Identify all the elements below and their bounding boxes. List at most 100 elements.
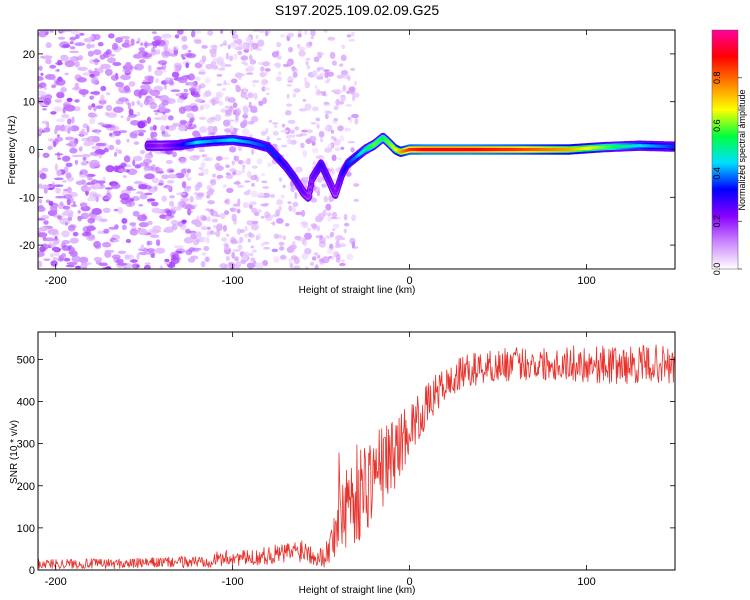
- spectrogram-noise-cell: [71, 116, 75, 124]
- spectrogram-noise-cell: [228, 146, 237, 153]
- spectrogram-noise-cell: [246, 158, 251, 165]
- spectrogram-noise-cell: [260, 215, 265, 219]
- spectrogram-noise-cell: [353, 183, 360, 187]
- spectrogram-noise-cell: [155, 78, 159, 83]
- spectrogram-noise-cell: [292, 241, 296, 245]
- spectrogram-noise-cell: [340, 94, 346, 102]
- spectrogram-noise-cell: [236, 228, 241, 235]
- spectrogram-noise-cell: [138, 162, 149, 167]
- spectrogram-ridge-core: [337, 182, 341, 186]
- spectrogram-noise-cell: [87, 50, 94, 57]
- spectrogram-noise-cell: [304, 103, 312, 111]
- spectrogram-noise-cell: [125, 70, 132, 74]
- spectrogram-noise-cell: [120, 162, 127, 168]
- spectrogram-noise-cell: [128, 108, 134, 116]
- spectrogram-noise-cell: [149, 234, 160, 238]
- spectrogram-noise-cell: [316, 67, 321, 72]
- spectrogram-noise-cell: [335, 98, 341, 106]
- spectrogram-ridge-core: [308, 188, 312, 192]
- spectrogram-noise-cell: [251, 220, 259, 225]
- snr-y-tick-label: 300: [17, 439, 35, 451]
- spectrogram-noise-cell: [115, 81, 125, 88]
- spectrogram-noise-cell: [325, 203, 332, 211]
- spectrogram-noise-cell: [327, 36, 336, 41]
- spectrogram-noise-cell: [123, 85, 130, 93]
- spectrogram-noise-cell: [249, 59, 257, 65]
- spectrogram-noise-cell: [49, 64, 57, 69]
- spectrogram-noise-cell: [69, 41, 75, 45]
- spectrogram-noise-cell: [231, 251, 236, 259]
- spectrogram-noise-cell: [151, 201, 159, 207]
- spectrogram-noise-cell: [167, 174, 178, 179]
- spectrogram-noise-cell: [194, 39, 202, 45]
- spectrogram-noise-cell: [292, 201, 299, 208]
- spectrogram-noise-cell: [234, 72, 243, 79]
- spectrogram-noise-cell: [285, 103, 293, 107]
- spectrogram-noise-cell: [69, 36, 77, 41]
- spectrogram-y-tick-label: -20: [19, 240, 35, 252]
- spectrogram-noise-cell: [272, 122, 279, 125]
- spectrogram-noise-cell: [57, 36, 66, 40]
- spectrogram-noise-cell: [64, 60, 75, 68]
- spectrogram-noise-cell: [333, 105, 339, 111]
- spectrogram-noise-cell: [237, 198, 241, 206]
- spectrogram-noise-cell: [242, 251, 250, 258]
- spectrogram-noise-cell: [169, 195, 175, 199]
- spectrogram-noise-cell: [77, 216, 83, 222]
- spectrogram-noise-cell: [328, 169, 336, 176]
- spectrogram-noise-cell: [260, 173, 266, 176]
- spectrogram-noise-cell: [149, 102, 158, 110]
- spectrogram-noise-cell: [50, 74, 56, 81]
- spectrogram-noise-cell: [89, 159, 100, 167]
- spectrogram-noise-cell: [49, 253, 55, 258]
- spectrogram-noise-cell: [298, 108, 307, 112]
- spectrogram-x-tick-label: -200: [45, 275, 67, 287]
- spectrogram-noise-cell: [297, 44, 301, 48]
- colorbar-label: Normalized spectral amplitude: [737, 89, 747, 210]
- spectrogram-y-tick-label: 10: [23, 97, 35, 109]
- spectrogram-noise-cell: [99, 218, 108, 223]
- spectrogram-noise-cell: [222, 156, 230, 160]
- spectrogram-noise-cell: [161, 99, 169, 106]
- spectrogram-noise-cell: [136, 41, 139, 44]
- spectrogram-noise-cell: [107, 57, 116, 64]
- spectrogram-noise-cell: [294, 126, 300, 131]
- spectrogram-noise-cell: [260, 66, 265, 72]
- spectrogram-noise-cell: [162, 69, 168, 73]
- spectrogram-noise-cell: [260, 78, 268, 86]
- spectrogram-noise-cell: [288, 257, 293, 265]
- spectrogram-noise-cell: [75, 265, 82, 269]
- spectrogram-noise-cell: [216, 174, 224, 179]
- spectrogram-noise-cell: [303, 77, 308, 83]
- spectrogram-noise-cell: [193, 204, 198, 207]
- spectrogram-noise-cell: [113, 208, 119, 212]
- spectrogram-noise-cell: [305, 60, 309, 66]
- spectrogram-noise-cell: [177, 30, 184, 35]
- spectrogram-noise-cell: [278, 241, 285, 246]
- spectrogram-noise-cell: [140, 149, 146, 155]
- spectrogram-noise-cell: [282, 184, 286, 189]
- spectrogram-noise-cell: [101, 123, 112, 128]
- spectrogram-noise-cell: [152, 31, 157, 34]
- spectrogram-noise-cell: [85, 234, 96, 242]
- spectrogram-noise-cell: [226, 187, 234, 193]
- spectrogram-noise-cell: [47, 145, 53, 150]
- spectrogram-noise-cell: [66, 198, 71, 206]
- spectrogram-noise-cell: [211, 210, 218, 217]
- spectrogram-noise-cell: [98, 262, 108, 267]
- spectrogram-noise-cell: [131, 101, 135, 107]
- spectrogram-noise-cell: [255, 235, 260, 241]
- spectrogram-noise-cell: [324, 126, 329, 132]
- spectrogram-noise-cell: [45, 58, 52, 65]
- spectrogram-noise-cell: [39, 30, 50, 33]
- spectrogram-noise-cell: [334, 147, 341, 152]
- spectrogram-noise-cell: [170, 206, 182, 211]
- spectrogram-noise-cell: [264, 71, 268, 76]
- spectrogram-noise-cell: [151, 131, 158, 138]
- spectrogram-noise-cell: [248, 252, 254, 257]
- spectrogram-noise-cell: [129, 222, 137, 227]
- spectrogram-noise-cell: [195, 30, 202, 34]
- spectrogram-noise-cell: [202, 103, 211, 109]
- spectrogram-noise-cell: [62, 205, 71, 210]
- spectrogram-noise-cell: [89, 185, 96, 189]
